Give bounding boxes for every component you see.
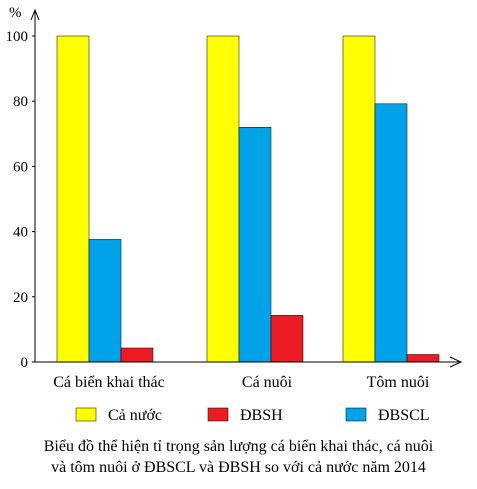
caption-line-1: Biểu đồ thể hiện tỉ trọng sản lượng cá b… [43,438,434,455]
y-tick-label: 60 [13,159,28,175]
bar-1-2 [120,347,154,363]
caption-line-2: và tôm nuôi ở ĐBSCL và ĐBSH so với cả nư… [51,459,426,476]
legend-swatch-2 [207,407,229,422]
legend-swatch-3 [345,407,367,422]
bar-2-3 [238,127,272,363]
x-axis-arrow [449,356,463,368]
legend-label-2: ĐBSH [240,407,283,424]
bar-2-1 [206,35,240,363]
legend: Cả nước ĐBSH ĐBSCL [75,407,430,424]
bar-1-3 [88,239,122,363]
bars-layer [56,35,440,363]
chart-caption: Biểu đồ thể hiện tỉ trọng sản lượng cá b… [0,436,477,478]
category-label: Cá biển khai thác [53,374,165,391]
y-tick-label: 0 [21,355,29,371]
y-tick-label: 40 [13,225,28,241]
bar-1-1 [56,35,90,363]
bar-3-1 [342,35,376,363]
bar-chart: % 0 20 40 60 80 100 Cá biển khai thác Cá nuôi T… [6,5,463,424]
bar-2-2 [270,315,304,363]
category-label: Cá nuôi [242,374,293,391]
y-ticks-layer: 0 20 40 60 80 100 [6,29,35,371]
category-labels-layer: Cá biển khai thác Cá nuôi Tôm nuôi [53,374,430,391]
y-unit-label: % [9,5,22,21]
bar-3-2 [406,354,440,363]
y-axis-arrow [30,8,40,21]
category-label: Tôm nuôi [367,374,430,391]
legend-label-3: ĐBSCL [378,407,430,424]
legend-swatch-1 [75,407,97,422]
y-tick-label: 100 [6,29,29,45]
legend-label-1: Cả nước [108,407,162,424]
y-tick-label: 20 [13,290,28,306]
axes-layer: % [9,5,463,368]
y-tick-label: 80 [13,94,28,110]
bar-3-3 [374,103,408,363]
